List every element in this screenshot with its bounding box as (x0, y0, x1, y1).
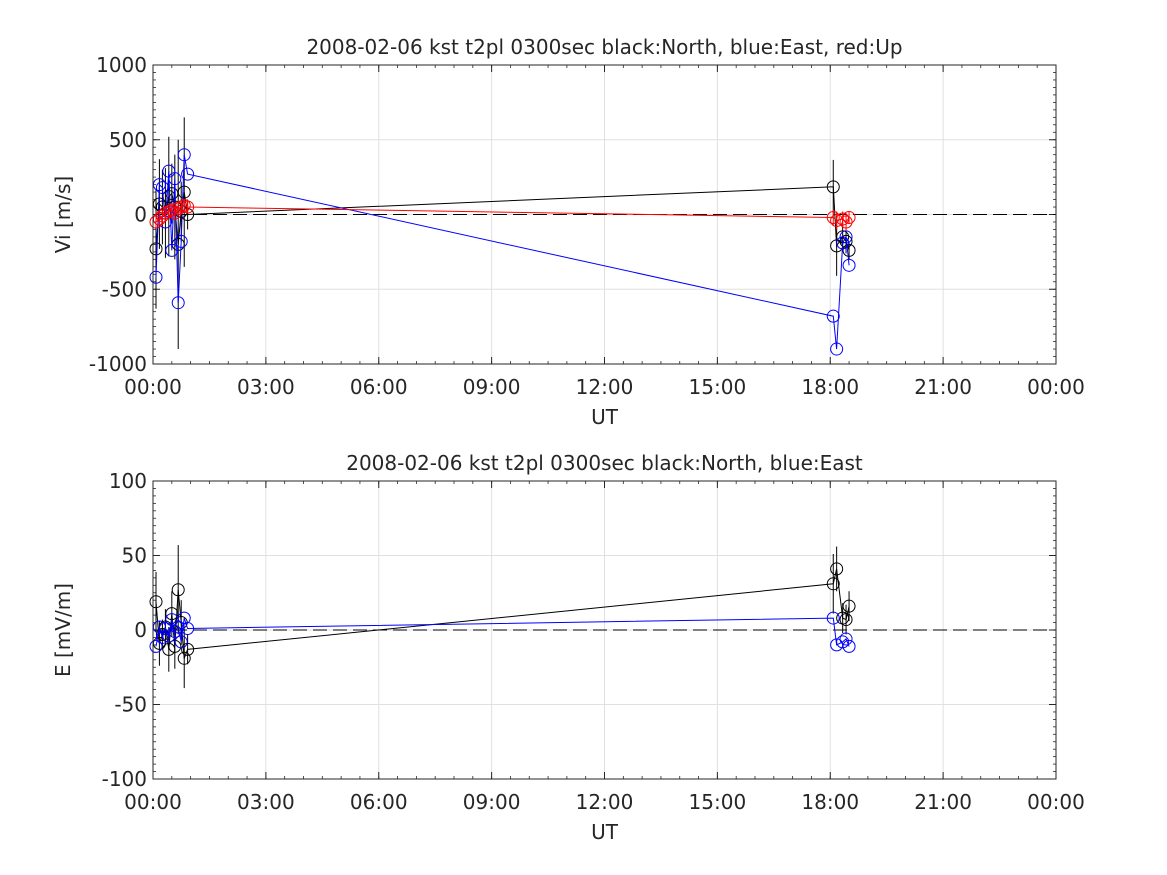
x-tick-label: 00:00 (1027, 375, 1085, 399)
up-data-point (155, 209, 169, 223)
up-data-point (826, 210, 840, 224)
north-data-point (830, 562, 844, 576)
east-data-point (839, 632, 853, 646)
x-tick-label: 00:00 (124, 375, 182, 399)
y-tick-label: 50 (122, 544, 147, 568)
up-data-point (165, 203, 179, 217)
east-data-point (165, 243, 179, 257)
x-tick-label: 21:00 (914, 375, 972, 399)
east-data-point (174, 635, 188, 649)
east-data-point (836, 635, 850, 649)
north-data-point (177, 651, 191, 665)
east-data-point (181, 167, 195, 181)
east-data-point (174, 234, 188, 248)
north-data-point (842, 599, 856, 613)
east-data-point (826, 611, 840, 625)
east-data-point (830, 342, 844, 356)
x-tick-label: 12:00 (576, 375, 634, 399)
up-data-point (836, 212, 850, 226)
x-tick-label: 03:00 (237, 375, 295, 399)
x-tick-label: 15:00 (689, 790, 747, 814)
y-tick-label: 1000 (96, 53, 147, 77)
y-tick-label: 100 (109, 469, 147, 493)
y-tick-label: -1000 (89, 352, 147, 376)
north-data-point (149, 595, 163, 609)
y-tick-label: -500 (102, 277, 147, 301)
north-data-point (842, 243, 856, 257)
up-data-point (842, 210, 856, 224)
axes-frame (152, 480, 1057, 780)
up-data-point (181, 200, 195, 214)
up-data-point (830, 213, 844, 227)
electric-field-panel: 00:00 03:00 06:00 09:00 12:00 15:00 18:00 21:00… (51, 451, 1085, 844)
y-tick-label: 0 (134, 203, 147, 227)
north-data-point (181, 642, 195, 656)
x-tick-label: 09:00 (463, 790, 521, 814)
east-data-point (155, 630, 169, 644)
up-data-point (162, 205, 176, 219)
x-axis-label: UT (591, 405, 619, 429)
east-data-point (181, 622, 195, 636)
y-tick-label: -50 (114, 693, 147, 717)
east-data-point (165, 613, 179, 627)
up-data-point (174, 200, 188, 214)
east-data-point (149, 270, 163, 284)
x-tick-label: 03:00 (237, 790, 295, 814)
x-tick-label: 18:00 (801, 375, 859, 399)
y-tick-label: 0 (134, 618, 147, 642)
north-data-point (839, 613, 853, 627)
up-data-point (171, 202, 185, 216)
east-data-point (171, 620, 185, 634)
y-tick-label: -100 (102, 767, 147, 791)
x-tick-label: 15:00 (689, 375, 747, 399)
x-tick-label: 00:00 (124, 790, 182, 814)
x-tick-label: 12:00 (576, 790, 634, 814)
east-data-point (177, 148, 191, 162)
north-data-point (826, 180, 840, 194)
east-data-point (842, 258, 856, 272)
east-data-point (830, 638, 844, 652)
up-data-point (839, 215, 853, 229)
y-axis-label: E [mV/m] (51, 583, 75, 677)
x-axis-label: UT (591, 820, 619, 844)
north-data-point (168, 639, 182, 653)
north-data-point (826, 577, 840, 591)
north-data-point (177, 185, 191, 199)
east-data-point (836, 236, 850, 250)
north-data-point (149, 242, 163, 256)
x-tick-label: 06:00 (350, 375, 408, 399)
east-data-point (149, 639, 163, 653)
east-data-point (826, 309, 840, 323)
north-data-point (165, 187, 179, 201)
x-tick-label: 18:00 (801, 790, 859, 814)
axes-frame (152, 64, 1057, 365)
east-series-line (155, 154, 850, 350)
chart-title: 2008-02-06 kst t2pl 0300sec black:North,… (306, 35, 902, 59)
x-tick-label: 09:00 (463, 375, 521, 399)
chart-title: 2008-02-06 kst t2pl 0300sec black:North,… (346, 451, 863, 475)
east-data-point (171, 296, 185, 310)
east-data-point (158, 622, 172, 636)
x-tick-label: 06:00 (350, 790, 408, 814)
east-data-point (155, 181, 169, 195)
velocity-panel: 00:00 03:00 06:00 09:00 12:00 15:00 18:00 21:00… (51, 35, 1085, 429)
east-data-point (842, 639, 856, 653)
y-axis-label: Vi [m/s] (51, 176, 75, 253)
east-data-point (168, 172, 182, 186)
y-tick-label: 500 (109, 128, 147, 152)
x-tick-label: 00:00 (1027, 790, 1085, 814)
east-data-point (168, 624, 182, 638)
north-data-point (162, 642, 176, 656)
x-tick-label: 21:00 (914, 790, 972, 814)
north-data-point (171, 583, 185, 597)
